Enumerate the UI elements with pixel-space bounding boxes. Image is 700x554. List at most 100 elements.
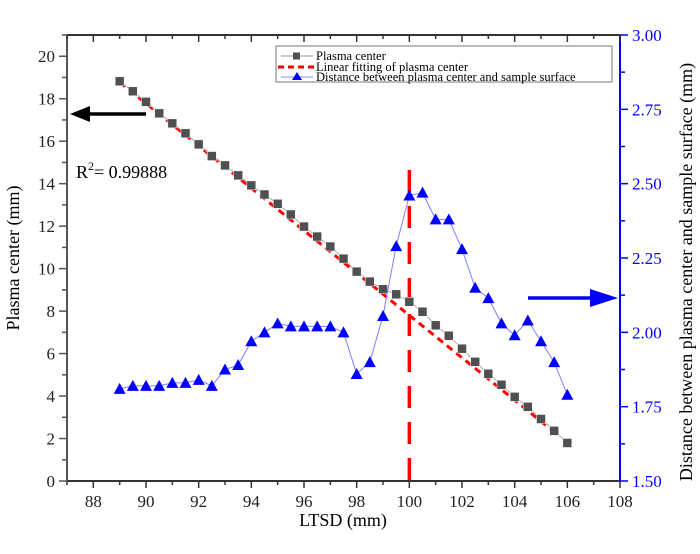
distance-point xyxy=(561,388,574,400)
left-y-tick-label: 6 xyxy=(47,345,56,364)
distance-point xyxy=(482,292,495,304)
distance-point xyxy=(166,376,179,388)
plasma-center-point xyxy=(496,380,507,390)
legend-label: Linear fitting of plasma center xyxy=(316,60,469,74)
left-y-tick-label: 0 xyxy=(47,472,56,491)
plasma-center-point xyxy=(299,221,309,232)
x-tick-label: 94 xyxy=(243,492,261,511)
x-tick-label: 90 xyxy=(138,492,155,511)
x-tick-label: 106 xyxy=(555,492,581,511)
left-y-tick-label: 16 xyxy=(38,132,55,151)
distance-point xyxy=(416,186,429,198)
triangle-marker-icon xyxy=(292,72,302,80)
distance-line xyxy=(119,192,568,395)
distance-point xyxy=(192,373,205,385)
legend: Plasma center Linear fitting of plasma c… xyxy=(275,45,613,84)
right-y-axis-ticks: 1.50 1.75 2.00 2.25 2.50 2.75 3.00 xyxy=(620,26,662,491)
distance-point xyxy=(403,189,416,201)
right-arrow-icon xyxy=(528,289,618,307)
plasma-center-point xyxy=(417,306,428,317)
distance-point xyxy=(363,356,376,368)
plasma-center-point xyxy=(141,97,151,107)
r-squared-annotation: R2= 0.99888 xyxy=(76,159,167,182)
distance-point xyxy=(469,281,482,293)
right-y-tick-label: 1.50 xyxy=(632,472,662,491)
plasma-center-point xyxy=(246,180,257,191)
distance-point xyxy=(219,363,231,375)
plasma-center-point xyxy=(378,284,388,294)
distance-point xyxy=(232,359,245,371)
plasma-center-point xyxy=(193,139,204,150)
plasma-center-point xyxy=(325,241,336,252)
distance-point xyxy=(258,326,271,338)
plasma-center-point xyxy=(259,189,270,200)
x-axis-title: LTSD (mm) xyxy=(299,510,387,531)
x-tick-label: 108 xyxy=(607,492,633,511)
right-y-axis-title: Distance between plasma center and sampl… xyxy=(676,63,697,481)
plasma-center-point xyxy=(509,392,520,402)
distance-point xyxy=(377,309,389,321)
plasma-center-point xyxy=(404,297,415,307)
left-arrow-icon xyxy=(70,106,146,122)
plasma-center-point xyxy=(536,414,546,424)
plasma-center-point xyxy=(312,231,322,242)
left-y-tick-label: 18 xyxy=(38,90,55,109)
distance-point xyxy=(535,335,547,347)
r2-value: = 0.99888 xyxy=(94,162,167,182)
plasma-center-point xyxy=(233,170,243,181)
right-y-tick-label: 2.25 xyxy=(632,249,662,268)
plasma-center-point xyxy=(167,118,178,129)
plasma-center-point xyxy=(286,209,296,220)
plasma-center-point xyxy=(365,276,375,287)
distance-point xyxy=(456,243,468,255)
linear-fit-dashed-line xyxy=(118,81,556,434)
plasma-center-point xyxy=(351,266,362,277)
square-marker-icon xyxy=(293,52,300,60)
plasma-center-point xyxy=(470,357,480,367)
distance-point xyxy=(337,326,350,338)
plasma-center-point xyxy=(430,320,441,331)
left-y-tick-label: 10 xyxy=(38,260,55,279)
legend-label: Plasma center xyxy=(316,49,387,63)
legend-item-linear-fit: Linear fitting of plasma center xyxy=(278,60,469,74)
legend-item-plasma-center: Plasma center xyxy=(281,49,387,63)
distance-point xyxy=(324,320,337,332)
distance-point xyxy=(205,379,218,391)
right-y-tick-label: 2.50 xyxy=(632,175,662,194)
plasma-center-point xyxy=(180,128,191,139)
plasma-center-point xyxy=(523,402,533,412)
left-y-tick-label: 20 xyxy=(38,47,55,66)
distance-point xyxy=(284,320,297,332)
plasma-center-point xyxy=(220,160,230,171)
distance-point xyxy=(442,213,455,225)
r2-superscript: 2 xyxy=(88,159,94,173)
left-y-tick-label: 4 xyxy=(47,387,56,406)
plasma-center-point xyxy=(128,86,138,97)
distance-point xyxy=(113,382,126,394)
x-tick-label: 96 xyxy=(296,492,313,511)
plasma-center-point xyxy=(562,438,573,448)
plasma-center-point xyxy=(272,199,283,209)
distance-point xyxy=(495,317,508,329)
distance-point xyxy=(311,320,324,332)
x-tick-label: 98 xyxy=(348,492,365,511)
distance-point xyxy=(429,213,442,225)
x-tick-label: 92 xyxy=(190,492,207,511)
distance-point xyxy=(126,379,139,391)
plasma-center-point xyxy=(114,76,125,87)
x-tick-label: 100 xyxy=(397,492,423,511)
right-y-tick-label: 3.00 xyxy=(632,26,662,45)
distance-point xyxy=(350,367,363,379)
left-y-axis-title: Plasma center (mm) xyxy=(3,186,24,331)
plasma-center-point xyxy=(154,108,164,119)
plasma-center-point xyxy=(207,151,217,161)
plasma-center-series xyxy=(114,76,573,448)
r2-prefix: R xyxy=(76,162,88,182)
left-y-tick-label: 12 xyxy=(38,217,55,236)
plasma-center-point xyxy=(338,253,349,264)
left-y-tick-label: 2 xyxy=(47,430,56,449)
distance-series xyxy=(113,186,574,400)
x-tick-label: 104 xyxy=(502,492,528,511)
linear-fit-line xyxy=(118,81,556,434)
